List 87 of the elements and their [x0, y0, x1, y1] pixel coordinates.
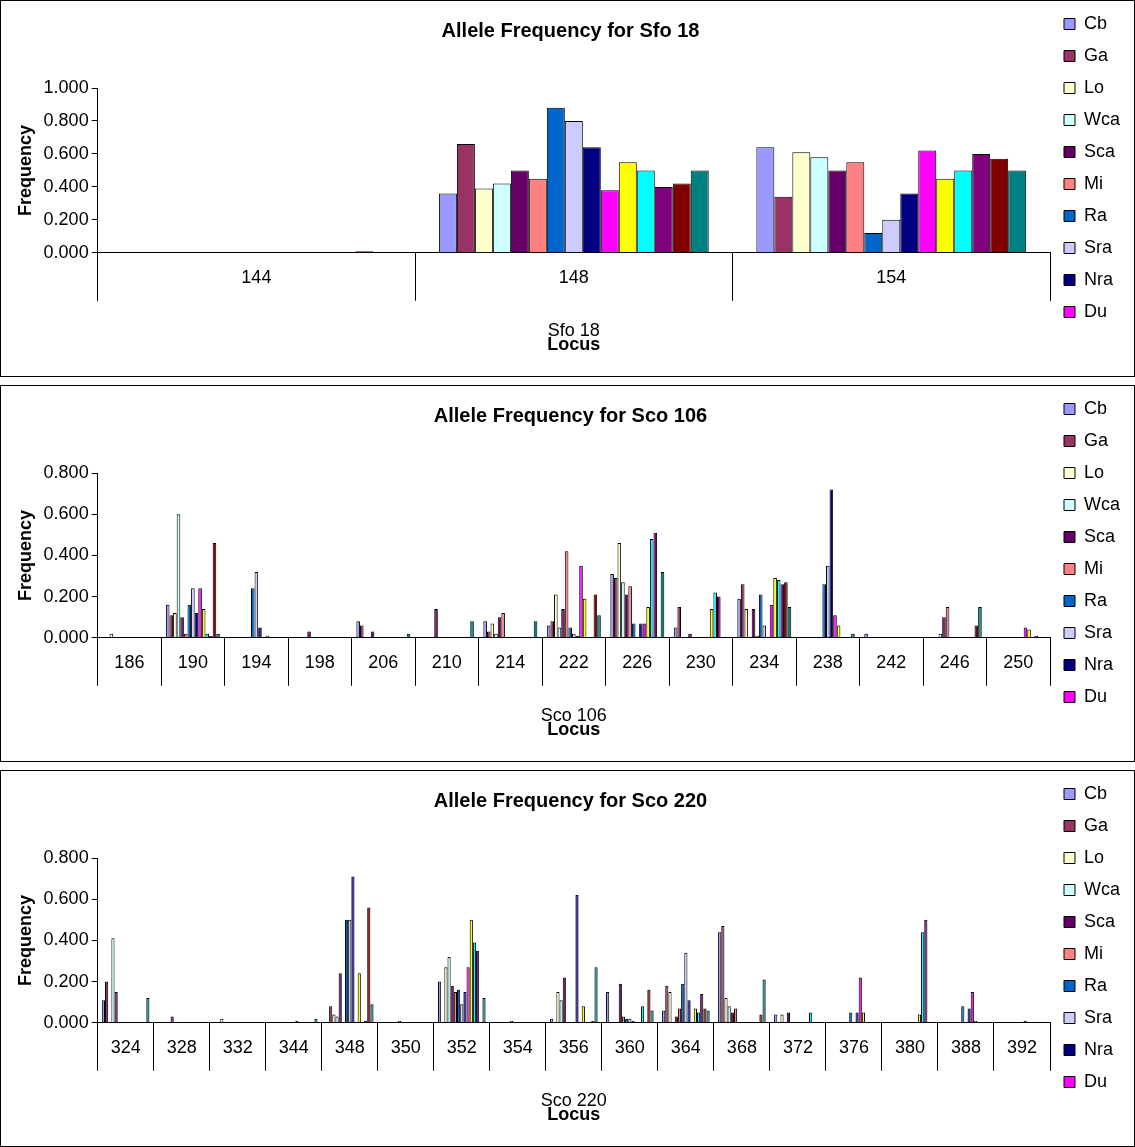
x-tick-label: 238	[812, 651, 843, 672]
legend-label: Lo	[1084, 846, 1105, 867]
x-tick-label: 186	[114, 651, 145, 672]
legend-label: Cb	[1084, 12, 1108, 33]
x-tick-label: 242	[876, 651, 907, 672]
x-tick-label: 392	[1006, 1036, 1038, 1057]
x-tick-label: 324	[110, 1036, 141, 1057]
x-tick-label: 206	[368, 651, 399, 672]
legend-label: Ga	[1084, 429, 1109, 450]
x-tick-label: 144	[241, 266, 272, 287]
legend-label: Sra	[1084, 236, 1113, 257]
x-tick-label: 234	[749, 651, 780, 672]
x-tick-label: 350	[390, 1036, 421, 1057]
y-axis-title: Frequency	[14, 894, 35, 986]
y-tick-label: 0.000	[43, 241, 89, 262]
legend-label: Nra	[1084, 268, 1114, 289]
legend-label: Sra	[1084, 1006, 1113, 1027]
legend-label: Sca	[1084, 140, 1117, 161]
legend-label: Mi	[1084, 172, 1103, 193]
y-tick-label: 0.200	[43, 208, 89, 229]
y-tick-label: 0.200	[43, 585, 89, 606]
x-tick-label: 372	[782, 1036, 813, 1057]
x-tick-label: 198	[304, 651, 335, 672]
chart-title: Allele Frequency for Sco 106	[433, 403, 708, 426]
legend-label: Lo	[1084, 76, 1105, 97]
legend-label: Ra	[1084, 974, 1108, 995]
x-tick-label: 368	[726, 1036, 757, 1057]
y-tick-label: 0.200	[43, 970, 89, 991]
legend-label: Sra	[1084, 621, 1113, 642]
x-tick-label: 226	[622, 651, 653, 672]
y-tick-label: 0.400	[43, 544, 89, 565]
y-tick-label: 0.400	[43, 929, 89, 950]
x-tick-label: 194	[241, 651, 272, 672]
y-tick-label: 0.800	[43, 846, 89, 867]
y-axis-title: Frequency	[14, 124, 35, 216]
legend-label: Wca	[1084, 108, 1121, 129]
x-tick-label: 230	[685, 651, 716, 672]
x-tick-label: 246	[939, 651, 970, 672]
legend-label: Ra	[1084, 204, 1108, 225]
chart-title: Allele Frequency for Sco 220	[433, 788, 708, 811]
legend-label: Du	[1084, 300, 1108, 321]
legend-label: Cb	[1084, 782, 1108, 803]
legend-label: Wca	[1084, 493, 1121, 514]
legend-label: Nra	[1084, 1038, 1114, 1059]
legend-label: Du	[1084, 685, 1108, 706]
y-tick-label: 0.800	[43, 461, 89, 482]
y-tick-label: 0.000	[43, 626, 89, 647]
x-tick-label: 250	[1003, 651, 1034, 672]
x-tick-label: 148	[558, 266, 589, 287]
y-tick-label: 1.000	[43, 76, 89, 97]
x-tick-label: 190	[177, 651, 208, 672]
x-tick-label: 154	[876, 266, 907, 287]
legend-label: Lo	[1084, 461, 1105, 482]
x-tick-label: 360	[614, 1036, 645, 1057]
x-tick-label: 328	[166, 1036, 197, 1057]
legend-label: Du	[1084, 1070, 1108, 1091]
legend-label: Wca	[1084, 878, 1121, 899]
legend-label: Cb	[1084, 397, 1108, 418]
legend-label: Mi	[1084, 942, 1103, 963]
x-tick-label: 380	[894, 1036, 925, 1057]
y-tick-label: 0.800	[43, 109, 89, 130]
y-tick-label: 0.000	[43, 1011, 89, 1032]
legend-label: Sca	[1084, 525, 1117, 546]
legend-label: Ra	[1084, 589, 1108, 610]
y-tick-label: 0.600	[43, 503, 89, 524]
legend-label: Sca	[1084, 910, 1117, 931]
y-tick-label: 0.400	[43, 175, 89, 196]
x-tick-label: 214	[495, 651, 526, 672]
x-tick-label: 332	[222, 1036, 253, 1057]
x-tick-label: 344	[278, 1036, 309, 1057]
x-tick-label: 364	[670, 1036, 701, 1057]
y-tick-label: 0.600	[43, 142, 89, 163]
x-tick-label: 348	[334, 1036, 365, 1057]
legend-label: Ga	[1084, 44, 1109, 65]
y-axis-title: Frequency	[14, 509, 35, 601]
y-tick-label: 0.600	[43, 888, 89, 909]
x-tick-label: 376	[838, 1036, 869, 1057]
legend-label: Nra	[1084, 653, 1114, 674]
x-tick-label: 354	[502, 1036, 533, 1057]
x-tick-label: 356	[558, 1036, 589, 1057]
x-tick-label: 222	[558, 651, 589, 672]
legend-label: Mi	[1084, 557, 1103, 578]
x-tick-label: 210	[431, 651, 462, 672]
legend-label: Ga	[1084, 814, 1109, 835]
chart-title: Allele Frequency for Sfo 18	[441, 18, 700, 41]
x-tick-label: 388	[950, 1036, 981, 1057]
x-tick-label: 352	[446, 1036, 477, 1057]
